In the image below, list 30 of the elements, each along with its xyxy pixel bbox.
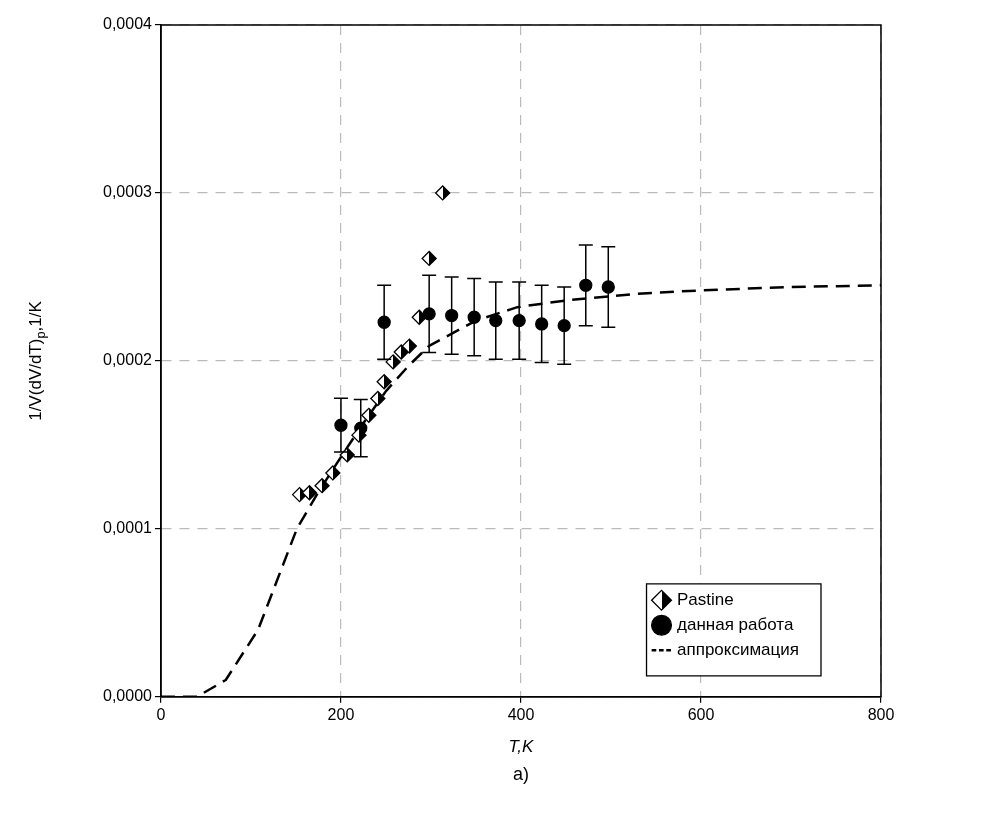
point bbox=[301, 485, 318, 501]
point bbox=[411, 309, 427, 325]
point bbox=[421, 250, 437, 267]
point bbox=[361, 407, 377, 423]
point bbox=[339, 447, 355, 463]
x-axis-title: T,K bbox=[508, 736, 535, 756]
y-axis-title: 1/V(dV/dT)p,1/K bbox=[25, 300, 48, 421]
point bbox=[401, 338, 418, 354]
x-tick-label: 800 bbox=[867, 705, 895, 723]
y-tick-label: 0,0001 bbox=[103, 519, 153, 537]
y-tick-label: 0,0003 bbox=[103, 183, 153, 201]
legend-label: Pastine bbox=[677, 589, 734, 609]
point bbox=[445, 308, 459, 323]
point bbox=[385, 354, 401, 370]
x-tick-label: 200 bbox=[327, 705, 355, 723]
x-tick-label: 600 bbox=[687, 705, 715, 723]
point bbox=[393, 344, 409, 360]
legend-label: аппроксимация bbox=[677, 639, 799, 659]
legend-label: данная работа bbox=[677, 614, 794, 634]
y-tick-label: 0,0004 bbox=[103, 15, 153, 33]
y-tick-label: 0,0002 bbox=[103, 351, 153, 369]
text: а) bbox=[512, 763, 529, 784]
point bbox=[370, 390, 386, 407]
x-tick-label: 0 bbox=[156, 705, 166, 723]
point bbox=[314, 478, 330, 494]
y-tick-label: 0,0000 bbox=[103, 687, 153, 705]
point bbox=[376, 374, 392, 390]
x-tick-label: 400 bbox=[507, 705, 535, 723]
point bbox=[325, 465, 341, 481]
point bbox=[435, 185, 451, 201]
